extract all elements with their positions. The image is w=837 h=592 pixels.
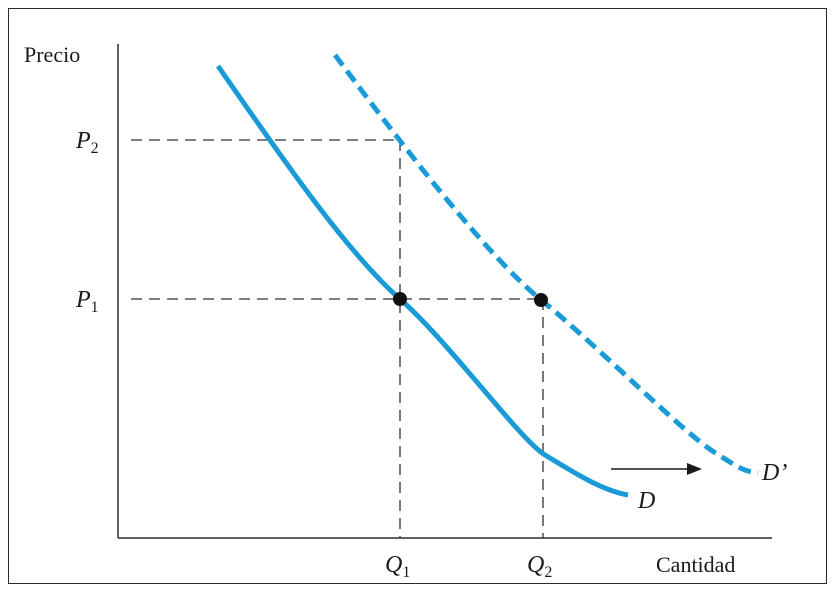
tick-p2-sub: 2 — [91, 140, 99, 157]
point-q2-p1 — [534, 293, 548, 307]
tick-q1-main: Q — [385, 552, 402, 578]
tick-q2-main: Q — [527, 552, 544, 578]
series-d-prime-label: D’ — [761, 460, 787, 486]
tick-q2: Q2 — [527, 552, 552, 581]
tick-q2-sub: 2 — [544, 564, 552, 581]
shift-arrow-head — [687, 463, 702, 475]
tick-p1: P1 — [75, 287, 99, 316]
series-d-line — [215, 64, 629, 498]
tick-p1-sub: 1 — [91, 299, 99, 316]
series-d-prime-line — [332, 53, 759, 476]
tick-q1-sub: 1 — [402, 564, 410, 581]
tick-p2-main: P — [75, 128, 91, 154]
tick-p2: P2 — [75, 128, 99, 157]
x-axis-title: Cantidad — [656, 552, 735, 577]
point-q1-p1 — [393, 292, 407, 306]
series-d-label: D — [637, 488, 655, 514]
tick-p1-main: P — [75, 287, 91, 313]
tick-q1: Q1 — [385, 552, 410, 581]
chart-frame — [8, 8, 827, 584]
y-axis-title: Precio — [24, 42, 80, 67]
